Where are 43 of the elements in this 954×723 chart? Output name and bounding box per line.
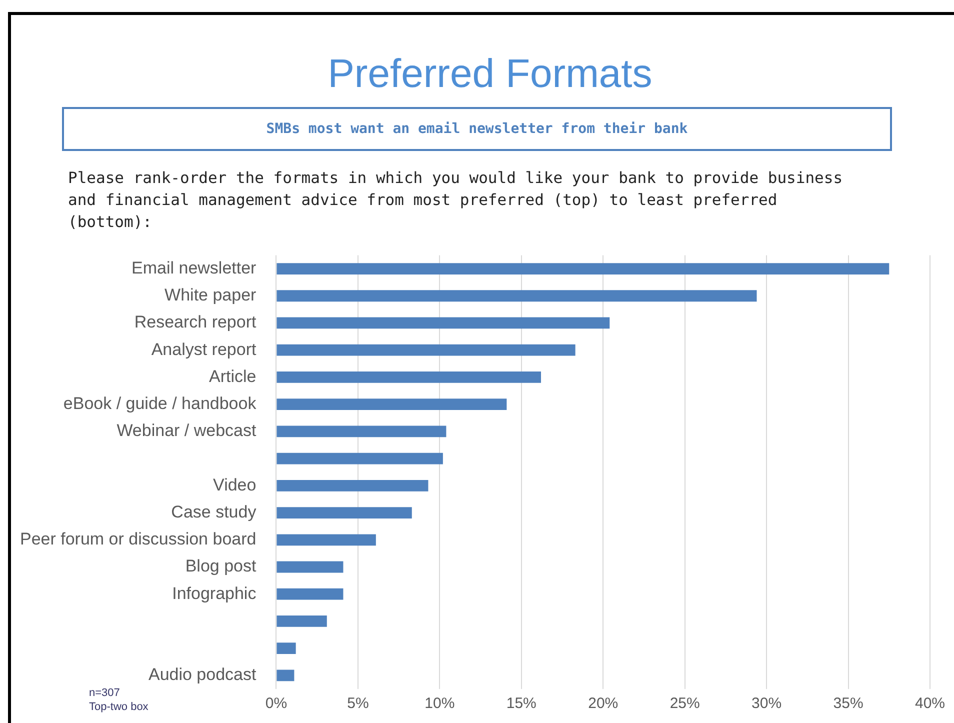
bar — [276, 534, 376, 546]
y-tick-label: Video — [213, 475, 256, 494]
x-tick-label: 10% — [424, 695, 455, 712]
bar — [276, 372, 542, 383]
bar — [276, 452, 443, 464]
bar — [276, 398, 507, 410]
bar — [276, 426, 446, 438]
x-tick-label: 15% — [506, 695, 536, 712]
bar — [276, 642, 296, 654]
x-tick-label: 25% — [670, 695, 700, 712]
x-tick-label: 5% — [347, 695, 369, 712]
y-tick-label: eBook / guide / handbook — [63, 394, 257, 414]
bar — [276, 344, 576, 356]
y-tick-label: Blog post — [185, 556, 256, 576]
y-tick-label: Case study — [171, 502, 257, 522]
text: Please rank-order the formats in which you would like your bank to provide business and financial management advice from most preferred (top) to least preferred (bottom): — [68, 168, 844, 233]
y-tick-label: Infographic — [172, 584, 257, 603]
y-tick-label: Analyst report — [151, 340, 256, 359]
bar — [276, 507, 412, 518]
y-tick-label: Webinar / webcast — [116, 421, 256, 440]
bar — [276, 290, 757, 302]
bar — [276, 561, 344, 573]
y-tick-label: Article — [208, 366, 256, 386]
y-tick-label: Peer forum or discussion board — [20, 530, 256, 549]
x-tick-label: 30% — [752, 695, 782, 712]
bar — [276, 317, 610, 329]
bar — [276, 616, 327, 627]
bar — [276, 263, 890, 274]
y-tick-label: Research report — [134, 312, 256, 332]
text: n=307 — [89, 687, 120, 699]
chart-subtitle: SMBs most want an email newsletter from their bank — [62, 107, 892, 151]
chart-title: Preferred Formats — [326, 52, 654, 97]
x-tick-label: 35% — [833, 695, 864, 712]
y-tick-label: Email newsletter — [132, 258, 257, 278]
x-tick-label: 0% — [265, 695, 288, 712]
y-tick-label: White paper — [164, 286, 257, 305]
y-tick-label: Audio podcast — [148, 665, 256, 684]
bar — [276, 670, 294, 682]
x-tick-label: 40% — [914, 695, 946, 712]
bar — [276, 480, 428, 492]
x-tick-label: 20% — [588, 695, 618, 712]
text: Top-two box — [89, 701, 148, 713]
bar — [276, 588, 344, 600]
